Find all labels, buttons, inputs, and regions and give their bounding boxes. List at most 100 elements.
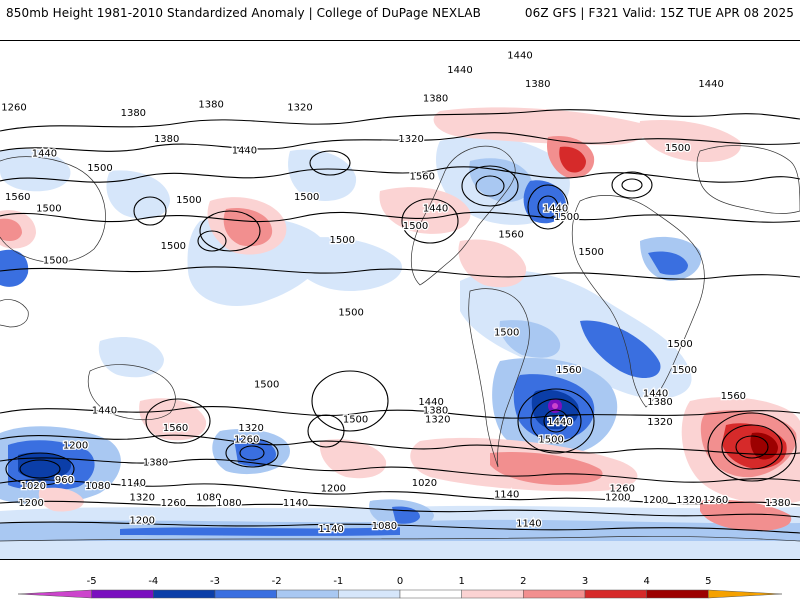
contour-label: 1500 <box>161 241 186 252</box>
contour-label: 1500 <box>329 235 354 246</box>
contour-label: 1320 <box>425 414 450 425</box>
contour-label: 1440 <box>447 65 472 76</box>
contour-label: 1560 <box>5 192 30 203</box>
colorbar-tick-label: -1 <box>333 576 343 587</box>
contour-label: 1500 <box>554 212 579 223</box>
contour-label: 1080 <box>372 521 397 532</box>
contour-label: 1440 <box>643 388 668 399</box>
contour-label: 1140 <box>283 498 308 509</box>
contour-label: 1200 <box>643 495 668 506</box>
colorbar-tick-label: -5 <box>87 576 97 587</box>
contour-label: 1560 <box>721 391 746 402</box>
colorbar-swatch <box>153 589 216 599</box>
contour-label: 1500 <box>667 339 692 350</box>
contour-label: 1500 <box>36 203 61 214</box>
contour-label: 1500 <box>665 143 690 154</box>
contour-label: 1500 <box>494 328 519 339</box>
contour-label: 1260 <box>234 435 259 446</box>
contour-label: 1560 <box>556 365 581 376</box>
contour-label: 1500 <box>338 307 363 318</box>
contour-label: 1440 <box>547 417 572 428</box>
colorbar-swatch <box>276 589 339 599</box>
colorbar-tick-label: 2 <box>520 576 526 587</box>
contour-label: 960 <box>55 475 74 486</box>
colorbar-tick-label: 0 <box>397 576 403 587</box>
contour-label: 1080 <box>85 481 110 492</box>
contour-label: 1500 <box>343 414 368 425</box>
contour-label: 1320 <box>238 423 263 434</box>
colorbar-swatch <box>523 589 586 599</box>
colorbar-swatch <box>708 589 783 599</box>
contour-label: 1320 <box>287 102 312 113</box>
contour-label: 1560 <box>498 229 523 240</box>
model-run-info: 06Z GFS | F321 Valid: 15Z TUE APR 08 202… <box>524 6 794 20</box>
contour-label: 1200 <box>129 515 154 526</box>
contour-labels: 1380 132013801260144013801440132013801440… <box>0 49 792 536</box>
contour-label: 1020 <box>21 481 46 492</box>
coastlines <box>0 145 800 542</box>
contour-label: 1500 <box>578 247 603 258</box>
contour-label: 1440 <box>92 406 117 417</box>
colorbar-swatch <box>91 589 154 599</box>
anomaly-map: 1380 1320 1380 1260 1440 1380 1440 1320 1380 1440… <box>0 40 800 560</box>
colorbar-tick-label: -2 <box>272 576 282 587</box>
contour-label: 1380 <box>423 406 448 417</box>
contour-label: 1440 <box>423 203 448 214</box>
contour-label: 1500 <box>87 163 112 174</box>
contour-label: 1440 <box>232 146 257 157</box>
contour-label: 1440 <box>32 149 57 160</box>
colorbar-swatch <box>399 589 462 599</box>
contour-label: 1140 <box>516 518 541 529</box>
height-contours <box>0 109 800 534</box>
contour-label: 1500 <box>176 195 201 206</box>
colorbar-swatch <box>214 589 277 599</box>
colorbar-tick-label: -4 <box>148 576 158 587</box>
contour-label: 1440 <box>543 203 568 214</box>
contour-label: 1380 <box>525 79 550 90</box>
contour-label: 1140 <box>318 524 343 535</box>
colorbar-swatch <box>461 589 524 599</box>
contour-label: 1500 <box>538 435 563 446</box>
contour-label: 1080 <box>196 492 221 503</box>
contour-label: 1320 <box>398 134 423 145</box>
contour-label: 1260 <box>1 102 26 113</box>
colorbar-swatch <box>584 589 647 599</box>
colorbar-tick-label: 4 <box>643 576 649 587</box>
colorbar-swatch <box>338 589 401 599</box>
anomaly-colorbar: -5 -4 -3 -2 -1 0 1 2 3 4 5 <box>0 570 800 600</box>
colorbar-tick-label: -3 <box>210 576 220 587</box>
colorbar-tick-label: 5 <box>705 576 711 587</box>
contour-label: 1440 <box>507 50 532 61</box>
contour-label: 1260 <box>161 498 186 509</box>
contour-label: 1200 <box>18 498 43 509</box>
contour-label: 1380 <box>423 94 448 105</box>
contour-label: 1380 <box>154 134 179 145</box>
contour-label: 1020 <box>412 478 437 489</box>
map-canvas: 1380 132013801260144013801440132013801440… <box>0 41 800 559</box>
contour-label: 1500 <box>294 192 319 203</box>
contour-label: 1500 <box>254 380 279 391</box>
contour-label: 1260 <box>703 495 728 506</box>
contour-label: 1320 <box>647 417 672 428</box>
contour-label: 1320 <box>129 492 154 503</box>
contour-label: 1380 <box>121 108 146 119</box>
contour-label: 1380 <box>765 498 790 509</box>
contour-label: 1440 <box>418 397 443 408</box>
contour-label: 1140 <box>121 478 146 489</box>
contour-label: 1380 <box>647 397 672 408</box>
contour-label: 1140 <box>494 489 519 500</box>
contour-label: 1080 <box>216 498 241 509</box>
contour-label: 1560 <box>163 423 188 434</box>
colorbar-swatch <box>646 589 709 599</box>
contour-label: 1200 <box>605 492 630 503</box>
contour-label: 1320 <box>676 495 701 506</box>
contour-label: 1200 <box>63 440 88 451</box>
contour-label: 1380 <box>198 99 223 110</box>
contour-label: 1380 <box>143 458 168 469</box>
contour-label: 1500 <box>43 255 68 266</box>
contour-label: 1560 <box>409 172 434 183</box>
colorbar-tick-label: 3 <box>582 576 588 587</box>
contour-label: 1500 <box>672 365 697 376</box>
contour-label: 1200 <box>321 484 346 495</box>
map-title: 850mb Height 1981-2010 Standardized Anom… <box>6 6 481 20</box>
